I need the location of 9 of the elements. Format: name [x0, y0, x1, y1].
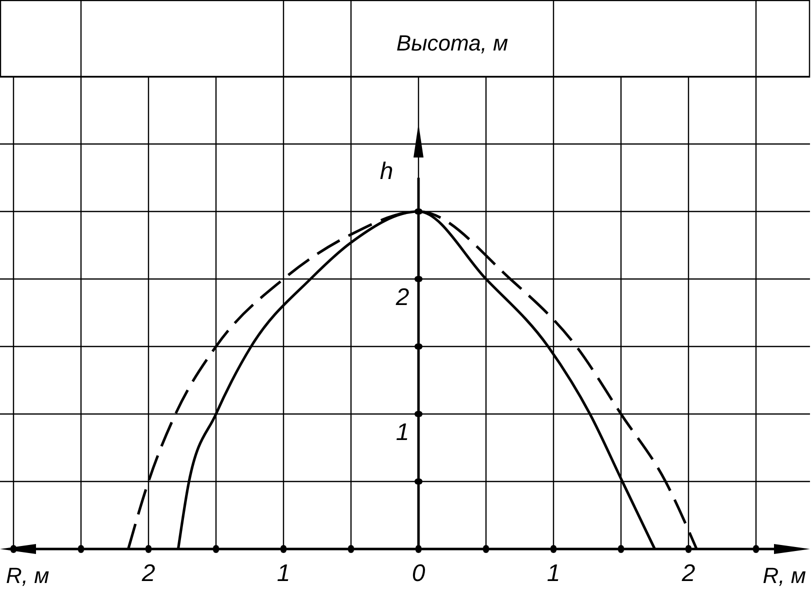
x-tick-label: 2 — [140, 560, 156, 587]
x-tick-label: 0 — [412, 560, 426, 587]
x-tick-label: 1 — [546, 560, 560, 587]
x-tick-label: 1 — [276, 560, 290, 587]
x-tick-label: 2 — [680, 560, 696, 587]
y-axis-title: h — [380, 158, 394, 185]
chart-title: Высота, м — [396, 30, 508, 56]
x-axis-title: R, м — [6, 563, 50, 588]
text: R, м — [762, 563, 806, 588]
